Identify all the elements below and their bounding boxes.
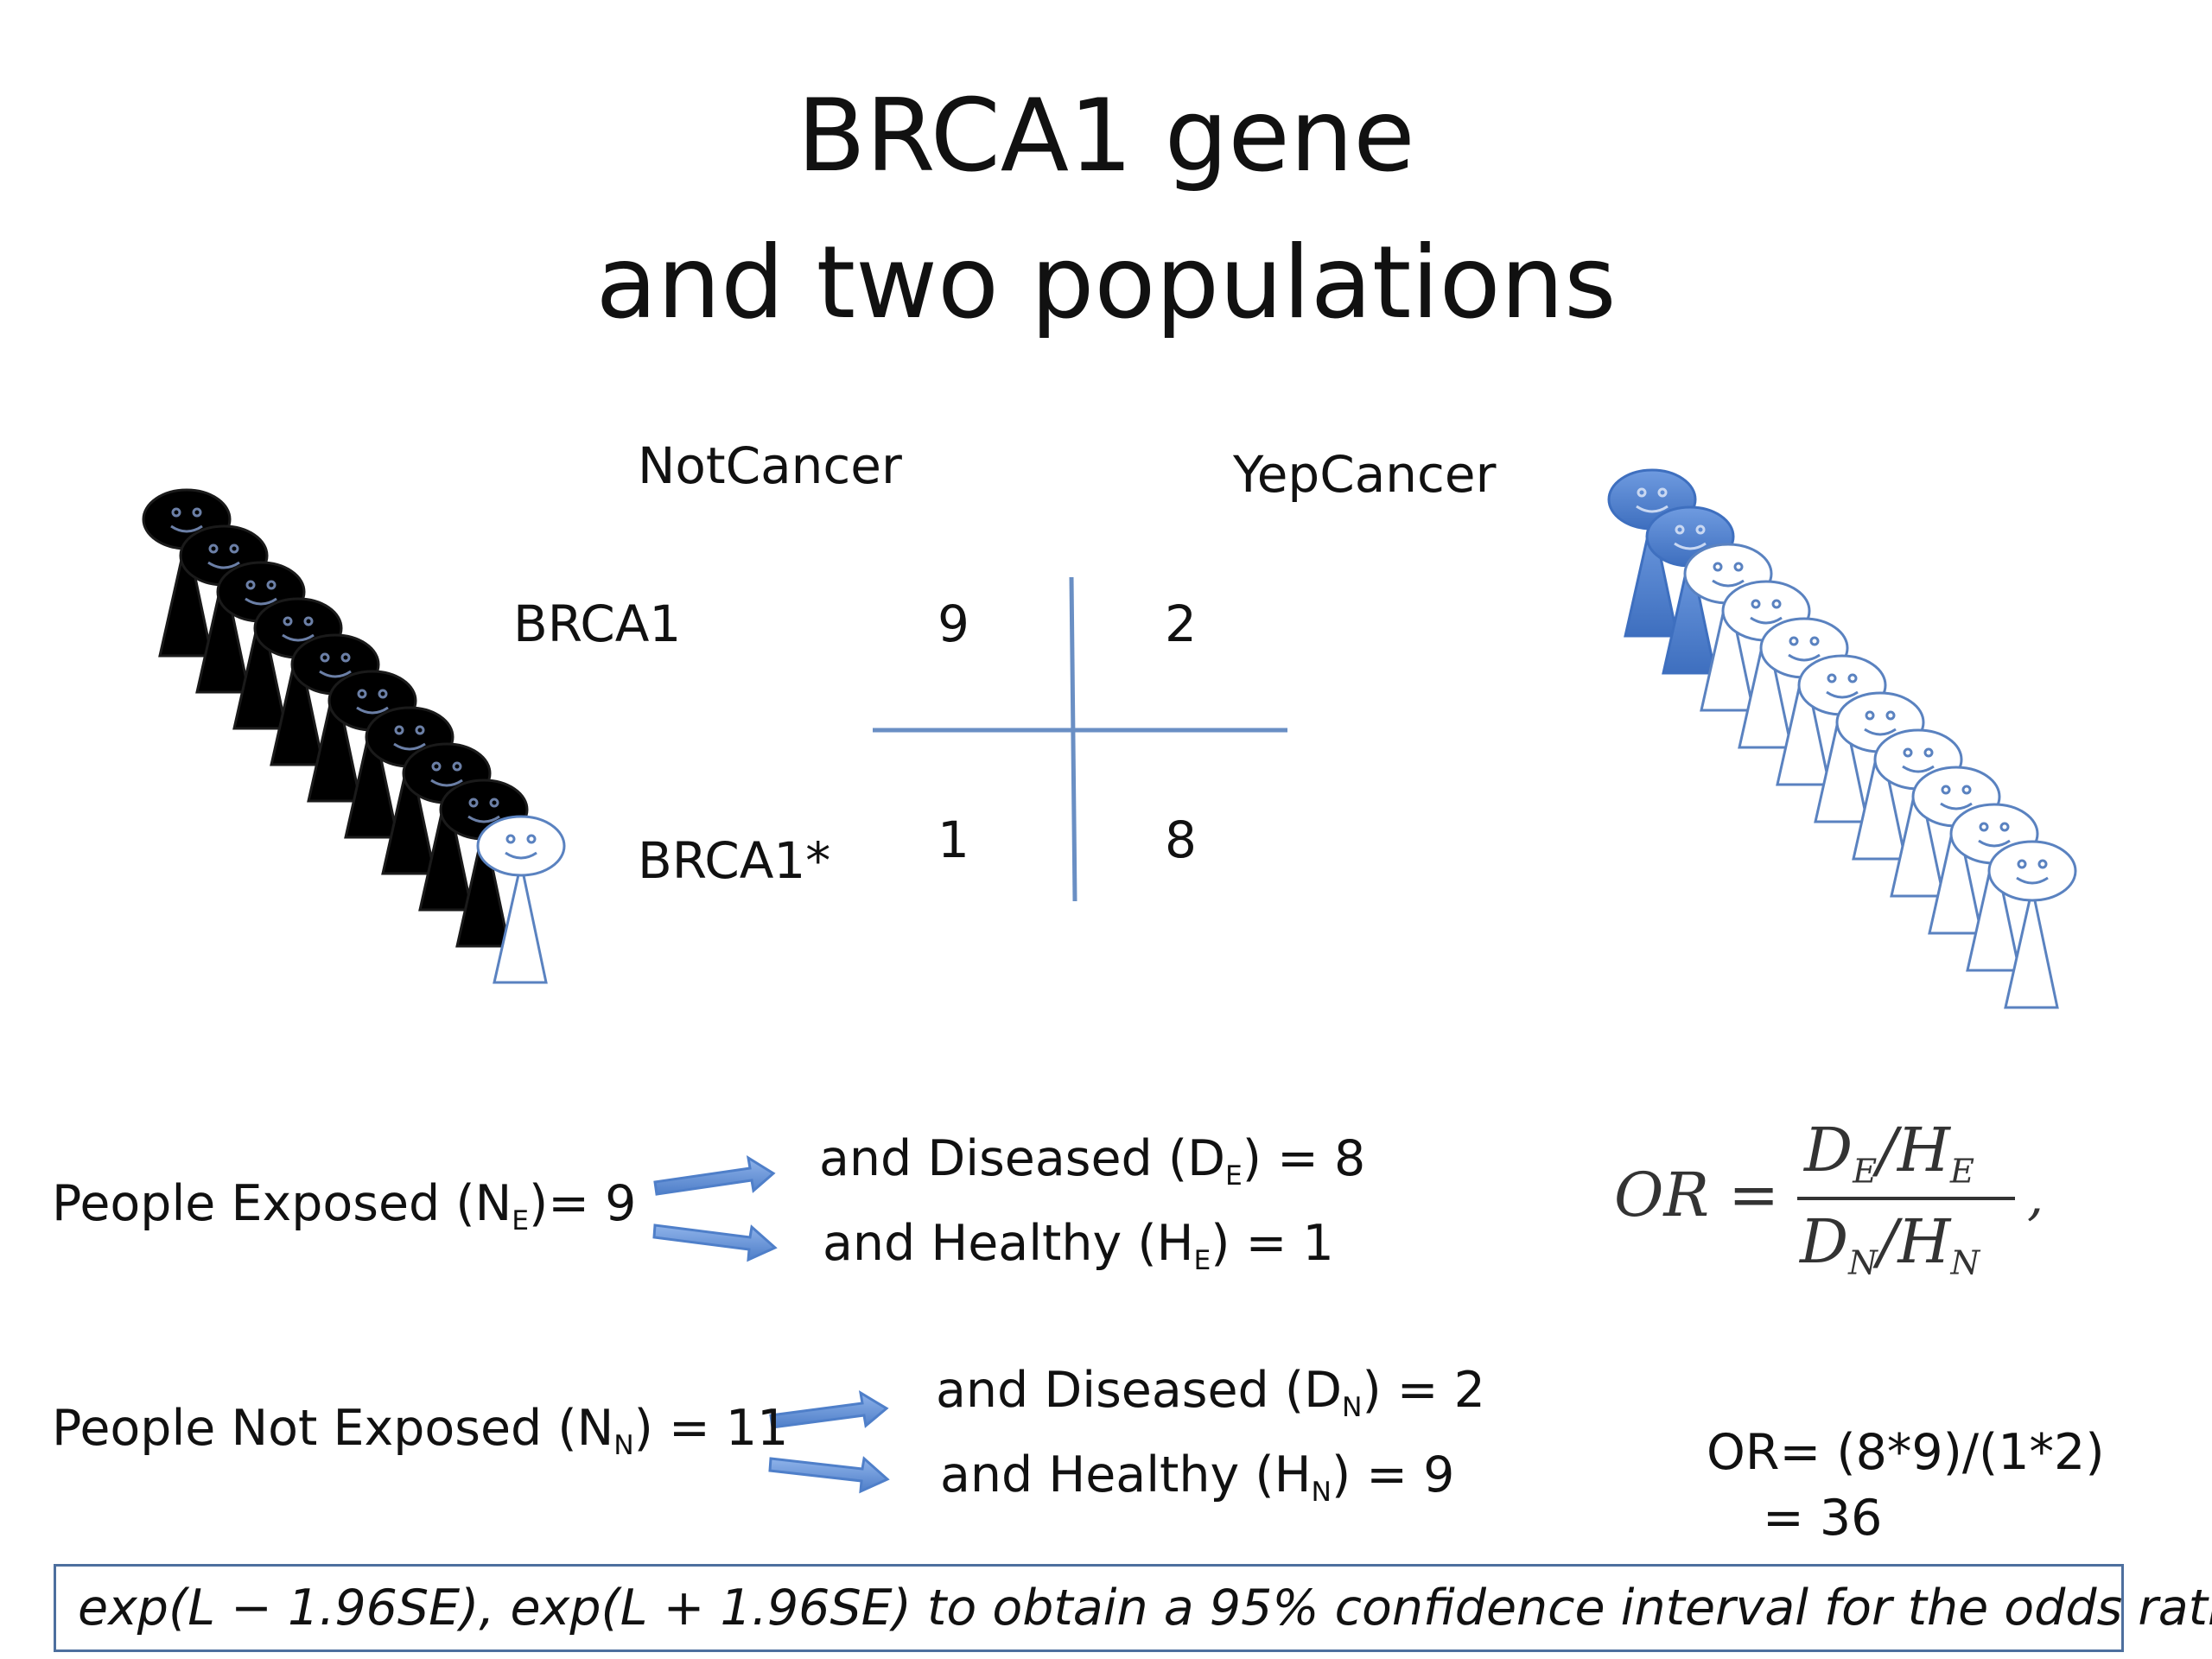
- arrow-not-exposed-diseased: [769, 1390, 889, 1429]
- cell-brca1-yepcancer: 2: [1165, 594, 1197, 653]
- title-line-2: and two populations: [595, 225, 1617, 341]
- col-header-yepcancer: YepCancer: [1233, 445, 1497, 504]
- person-figure-light-10: [476, 815, 566, 984]
- right-figure-group: [1607, 468, 2077, 1009]
- formula-lhs: OR =: [1614, 1160, 1779, 1230]
- odds-ratio-calculation: OR= (8*9)/(1*2): [1707, 1424, 2105, 1481]
- not-exposed-healthy-label: and Healthy (HN) = 9: [940, 1446, 1455, 1508]
- cell-brca1-notcancer: 9: [938, 594, 969, 653]
- person-figure-dark-2: [179, 524, 269, 694]
- fraction-bar: [1797, 1197, 2015, 1200]
- title-line-1: BRCA1 gene: [797, 78, 1415, 194]
- row-header-brca1-star: BRCA1*: [638, 831, 831, 890]
- person-figure-dark-4: [253, 597, 343, 766]
- row-header-brca1: BRCA1: [513, 594, 682, 653]
- formula-denominator: DN/HN: [1800, 1206, 1980, 1283]
- person-figure-light-11: [1987, 840, 2077, 1009]
- person-figure-light-10: [1949, 803, 2039, 972]
- not-exposed-diseased-label: and Diseased (DN) = 2: [936, 1362, 1485, 1423]
- formula-numerator: DE/HE: [1804, 1115, 1974, 1192]
- formula-comma: ,: [2027, 1166, 2044, 1227]
- odds-ratio-result: = 36: [1763, 1490, 1883, 1547]
- people-not-exposed-label: People Not Exposed (NN) = 11: [52, 1400, 789, 1461]
- col-header-notcancer: NotCancer: [638, 436, 902, 495]
- arrow-exposed-healthy: [652, 1224, 778, 1262]
- people-exposed-label: People Exposed (NE)= 9: [52, 1175, 637, 1236]
- confidence-interval-note: exp(L − 1.96SE), exp(L + 1.96SE) to obta…: [54, 1564, 2212, 1652]
- exposed-diseased-label: and Diseased (DE) = 8: [819, 1130, 1366, 1192]
- cell-brca1star-notcancer: 1: [938, 810, 969, 869]
- arrow-not-exposed-healthy: [768, 1456, 890, 1494]
- table-cross: [873, 576, 1287, 902]
- exposed-healthy-label: and Healthy (HE) = 1: [823, 1215, 1334, 1276]
- cell-brca1star-yepcancer: 8: [1165, 810, 1197, 869]
- arrow-exposed-diseased: [653, 1154, 776, 1196]
- left-figure-group: [142, 488, 566, 984]
- odds-ratio-formula: OR = DE/HE DN/HN ,: [1614, 1115, 2063, 1287]
